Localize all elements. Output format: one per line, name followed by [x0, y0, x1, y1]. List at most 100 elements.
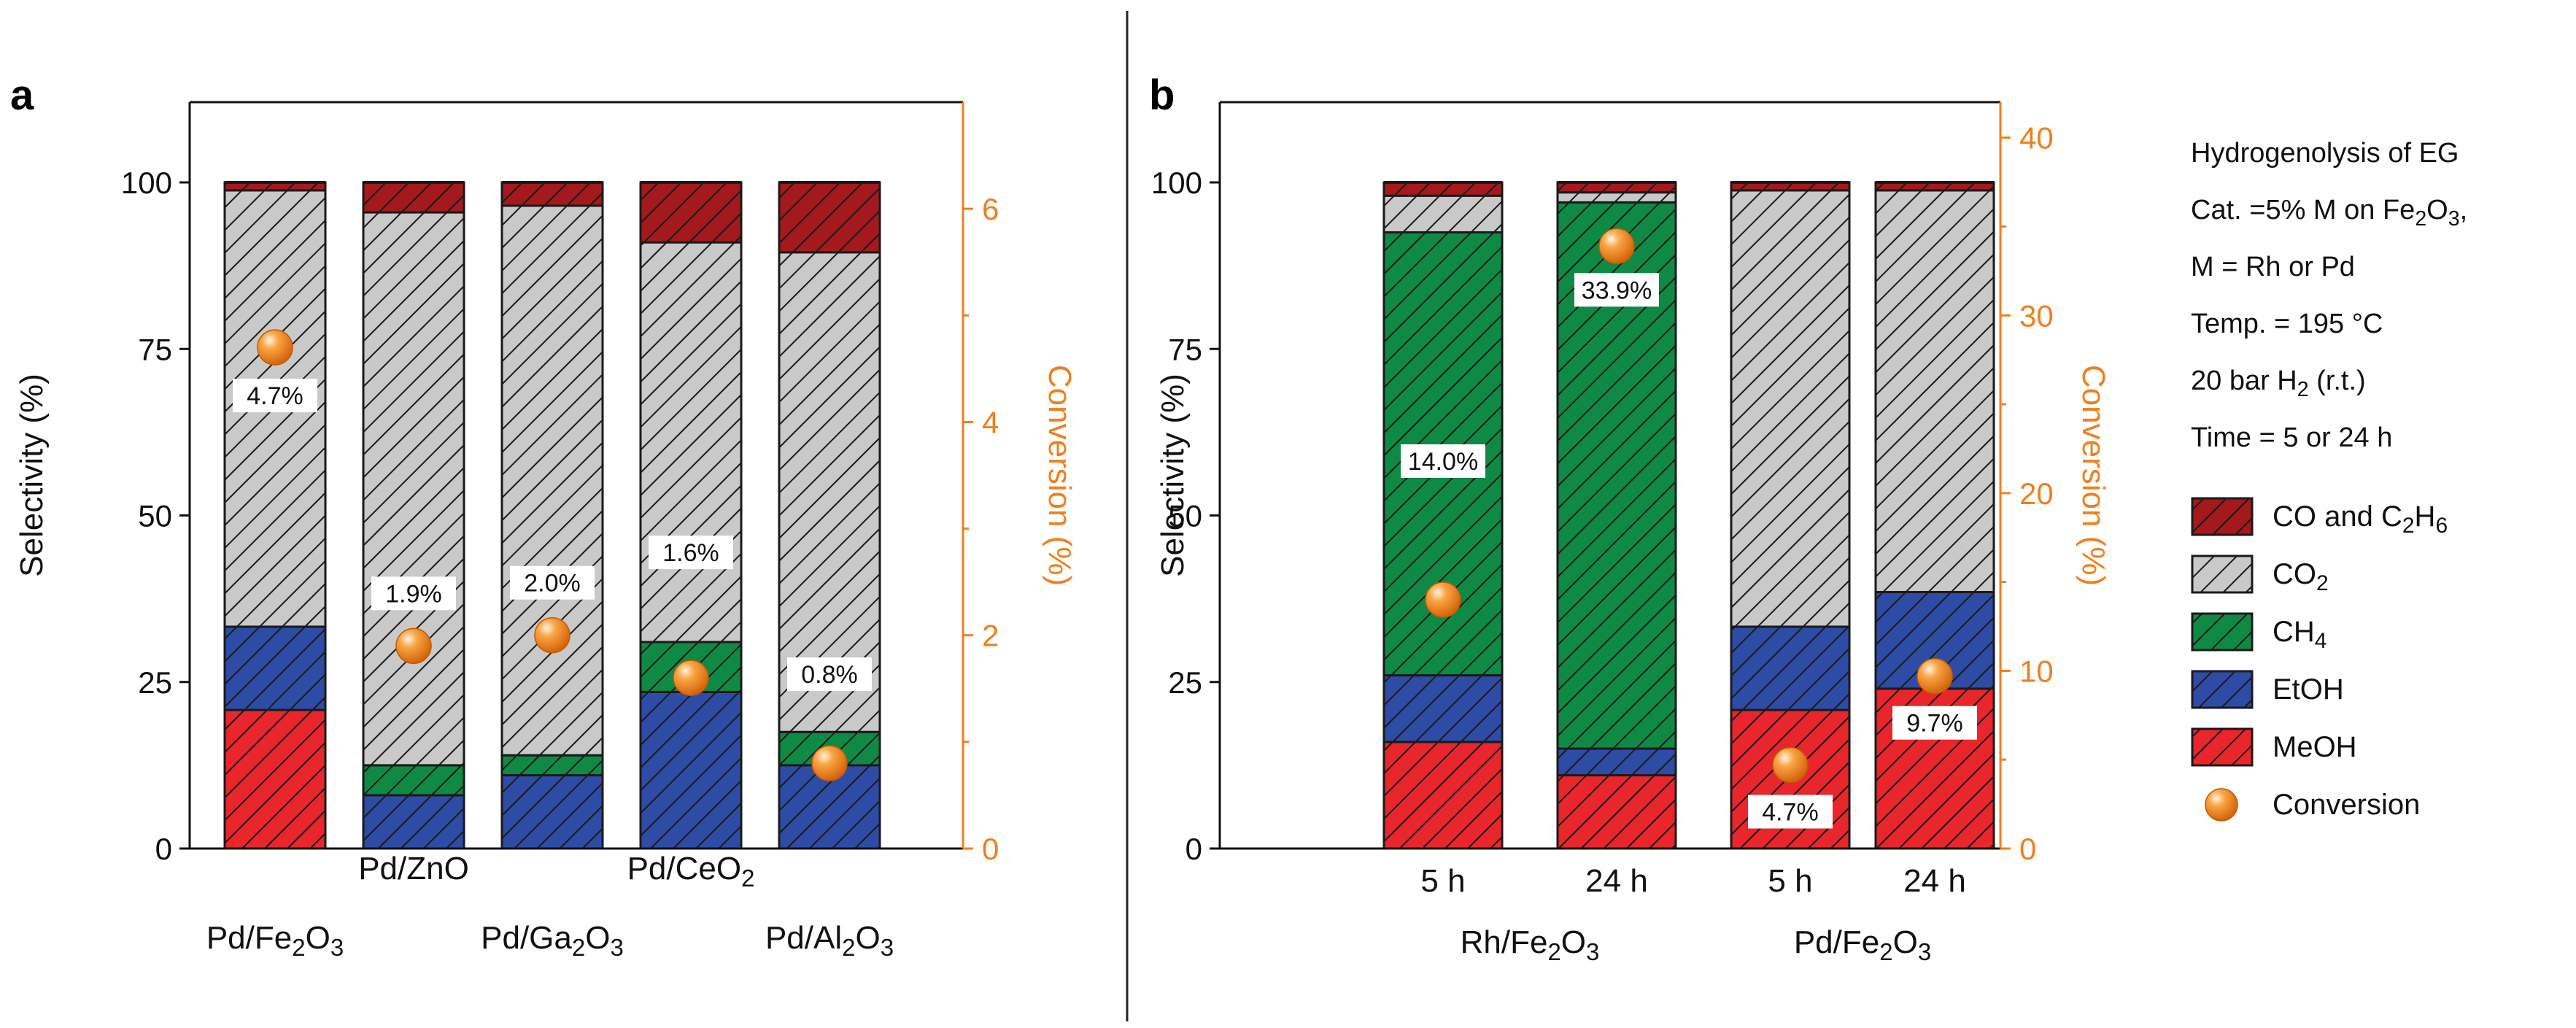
- conversion-point: [1916, 657, 1953, 695]
- conversion-point: [1425, 581, 1461, 618]
- bar-segment-co-and-c2h6: [500, 181, 604, 207]
- legend-item-co-and-c2h6: CO and C2H6: [2191, 497, 2448, 538]
- conversion-label-box: [787, 657, 872, 692]
- conversion-label: 9.7%: [1906, 710, 1963, 738]
- bar-a-2: [362, 181, 465, 850]
- bar-segment-co2: [639, 241, 743, 644]
- x-category-label-4: 24 h: [1903, 863, 1966, 899]
- bar-segment-co-and-c2h6: [362, 181, 465, 214]
- bar-segment-etoh: [1382, 674, 1504, 743]
- bar-segment-co2: [1382, 194, 1504, 233]
- y2-tick-label: 30: [2019, 298, 2054, 333]
- panel-label-a: a: [10, 72, 34, 119]
- y-axis-title: Selectivity (%): [14, 374, 50, 577]
- info-line-1: Hydrogenolysis of EG: [2191, 138, 2459, 169]
- conversion-label: 4.7%: [247, 382, 303, 410]
- bar-segment-etoh: [1556, 747, 1677, 777]
- x-group-label-2: Pd/Fe2O3: [1794, 924, 1931, 965]
- panel-b-chart: b 0 25 50 75 100 0 10 20 30 40 Selectivity (%) Conve…: [1149, 72, 2111, 965]
- bar-segment-ch4: [500, 754, 604, 777]
- conversion-point: [811, 745, 848, 781]
- conversion-label-box: [1574, 273, 1659, 307]
- bar-segment-etoh: [223, 625, 327, 711]
- info-line-6: Time = 5 or 24 h: [2191, 422, 2392, 453]
- conversion-point: [673, 660, 709, 696]
- bar-segment-etoh: [639, 690, 743, 850]
- y2-tick-label: 20: [2019, 476, 2054, 511]
- x-category-label-pd-fe2o3: Pd/Fe2O3: [206, 920, 344, 961]
- bar-segment-etoh: [500, 774, 604, 850]
- y-tick-label: 25: [1168, 665, 1202, 700]
- conversion-point: [257, 329, 293, 366]
- legend-label-conversion: Conversion: [2273, 789, 2420, 821]
- y2-tick-label: 0: [982, 832, 999, 866]
- x-category-label-pd-ga2o3: Pd/Ga2O3: [481, 920, 624, 961]
- panel-a-chart: a 0 25 50 75 100 0 2 4 6 Selectivity (%) Conversion…: [10, 72, 1078, 961]
- conversion-label-box: [233, 379, 317, 413]
- y-tick-label: 0: [155, 832, 172, 866]
- bar-segment-co-and-c2h6: [778, 181, 881, 254]
- y-tick-label: 75: [138, 332, 172, 366]
- legend-label-co-and-c2h6: CO and C2H6: [2273, 501, 2448, 538]
- conversion-label-box: [510, 565, 595, 600]
- y2-tick-label: 6: [982, 192, 999, 226]
- bar-b-4: [1874, 181, 1995, 850]
- conversion-label: 0.8%: [801, 661, 858, 689]
- bar-segment-co2: [1730, 189, 1851, 628]
- conversion-label-box: [371, 576, 456, 611]
- legend-label-meoh: MeOH: [2273, 731, 2357, 763]
- bar-segment-etoh: [1730, 625, 1851, 711]
- y2-axis-title: Conversion (%): [1042, 365, 1078, 586]
- bar-segment-co2: [778, 251, 881, 733]
- conversion-label: 1.9%: [385, 580, 442, 608]
- conversion-point: [395, 627, 432, 665]
- bar-a-5: [778, 181, 881, 850]
- y-tick-label: 50: [1168, 499, 1202, 533]
- legend-item-conversion: Conversion: [2205, 788, 2420, 822]
- legend-label-co2: CO2: [2273, 558, 2329, 595]
- bar-segment-meoh: [1556, 774, 1677, 850]
- conversion-point: [1772, 746, 1809, 784]
- legend-label-etoh: EtOH: [2273, 673, 2344, 706]
- legend-item-co2: CO2: [2191, 554, 2329, 595]
- legend-swatch-co-and-c2h6: [2191, 497, 2254, 536]
- x-category-label-pd-zno: Pd/ZnO: [358, 851, 469, 886]
- legend: CO and C2H6 CO2 CH4 EtOH MeOH Conversion: [2191, 497, 2448, 822]
- y2-tick-label: 0: [2019, 832, 2036, 866]
- conversion-label: 1.6%: [662, 539, 719, 567]
- bar-a-1: [223, 181, 327, 850]
- y2-axis-title: Conversion (%): [2076, 365, 2111, 586]
- info-line-2: Cat. =5% M on Fe2O3,: [2191, 195, 2467, 231]
- x-group-label-1: Rh/Fe2O3: [1461, 924, 1600, 965]
- legend-item-etoh: EtOH: [2191, 670, 2344, 709]
- legend-swatch-etoh: [2191, 670, 2254, 709]
- conversion-label-box: [649, 536, 733, 570]
- conversion-label: 4.7%: [1762, 799, 1819, 827]
- y-tick-label: 0: [1185, 832, 1202, 866]
- legend-swatch-conversion: [2205, 788, 2238, 822]
- y-axis-title: Selectivity (%): [1155, 374, 1191, 577]
- legend-swatch-ch4: [2191, 612, 2254, 652]
- y-tick-label: 25: [138, 665, 172, 700]
- legend-label-ch4: CH4: [2273, 616, 2326, 653]
- y-tick-label: 50: [138, 499, 172, 533]
- conversion-label: 14.0%: [1408, 448, 1478, 476]
- bar-segment-co2: [1874, 189, 1995, 593]
- bar-a-4: [639, 181, 743, 850]
- y-tick-label: 100: [1151, 166, 1202, 200]
- bar-segment-meoh: [223, 708, 327, 850]
- info-line-3: M = Rh or Pd: [2191, 252, 2355, 282]
- x-category-label-2: 24 h: [1585, 863, 1648, 899]
- info-line-4: Temp. = 195 °C: [2191, 309, 2383, 339]
- bar-b-1: [1382, 181, 1504, 850]
- conversion-label: 2.0%: [524, 570, 581, 598]
- y-tick-label: 100: [121, 166, 172, 200]
- legend-item-meoh: MeOH: [2191, 727, 2357, 767]
- bar-segment-ch4: [362, 764, 465, 797]
- y2-tick-label: 2: [982, 619, 999, 653]
- y-tick-label: 75: [1168, 332, 1202, 366]
- x-category-label-pd-al2o3: Pd/Al2O3: [765, 920, 894, 961]
- x-category-label-pd-ceo2: Pd/CeO2: [627, 851, 755, 892]
- bar-segment-etoh: [362, 794, 465, 850]
